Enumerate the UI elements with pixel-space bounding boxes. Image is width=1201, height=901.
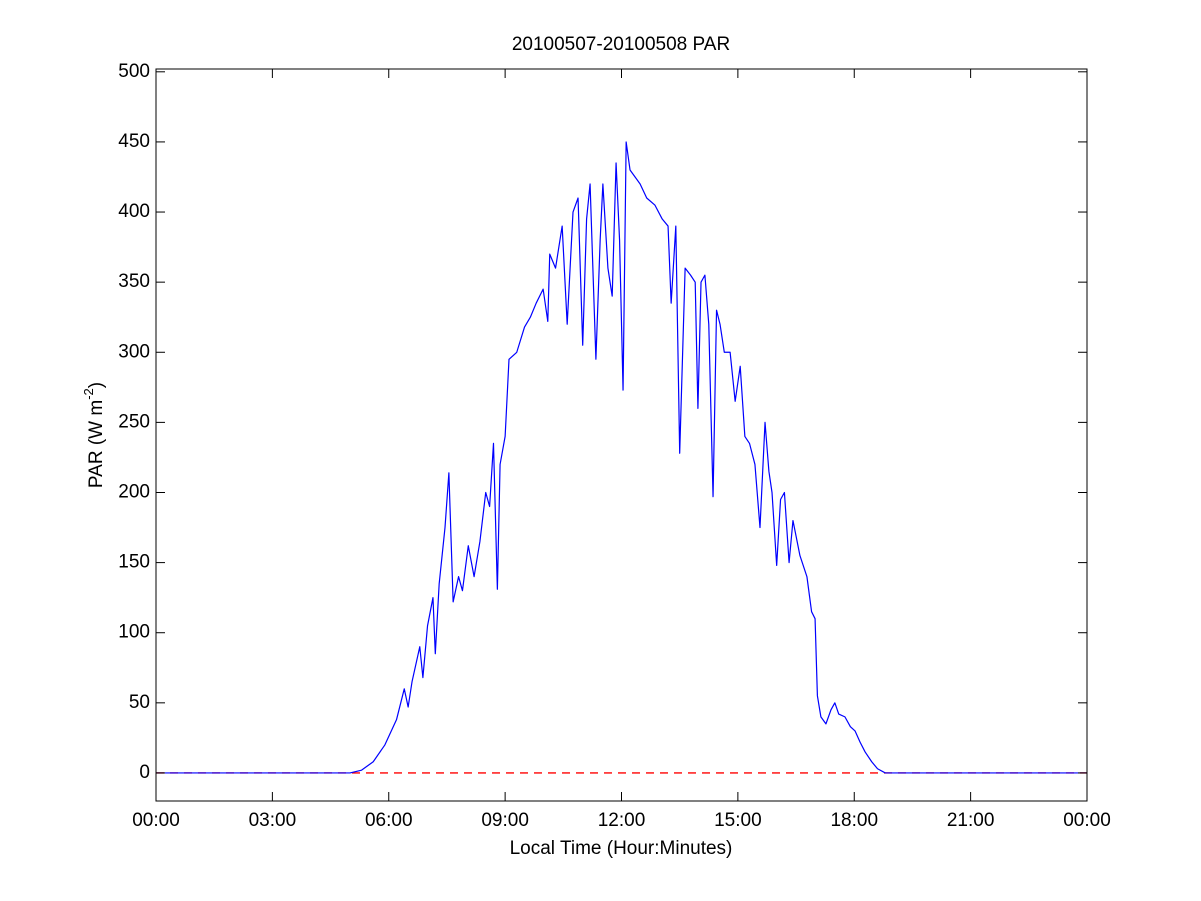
y-tick-label: 500 — [118, 61, 150, 82]
y-tick-label: 200 — [118, 482, 150, 503]
y-tick-label: 450 — [118, 131, 150, 152]
x-tick-label: 06:00 — [365, 810, 413, 831]
y-tick-label: 350 — [118, 271, 150, 292]
y-tick-label: 0 — [139, 762, 150, 783]
y-tick-label: 250 — [118, 411, 150, 432]
x-tick-label: 12:00 — [598, 810, 646, 831]
x-tick-label: 15:00 — [714, 810, 762, 831]
y-axis-label-suffix: ) — [86, 382, 107, 388]
x-tick-label: 00:00 — [1063, 810, 1111, 831]
x-tick-label: 09:00 — [481, 810, 529, 831]
x-tick-label: 00:00 — [132, 810, 180, 831]
y-tick-label: 100 — [118, 622, 150, 643]
chart-title: 20100507-20100508 PAR — [512, 34, 730, 55]
data-line — [156, 141, 1087, 774]
x-tick-label: 21:00 — [947, 810, 995, 831]
y-axis-label-superscript: -2 — [81, 388, 96, 400]
y-tick-label: 300 — [118, 341, 150, 362]
y-tick-label: 400 — [118, 201, 150, 222]
x-axis-label: Local Time (Hour:Minutes) — [510, 838, 733, 859]
y-tick-label: 150 — [118, 552, 150, 573]
x-tick-label: 03:00 — [249, 810, 297, 831]
y-axis-label: PAR (W m-2) — [81, 382, 107, 488]
x-tick-label: 18:00 — [830, 810, 878, 831]
y-axis-label-main: PAR (W m — [86, 400, 107, 488]
y-tick-label: 50 — [129, 692, 150, 713]
